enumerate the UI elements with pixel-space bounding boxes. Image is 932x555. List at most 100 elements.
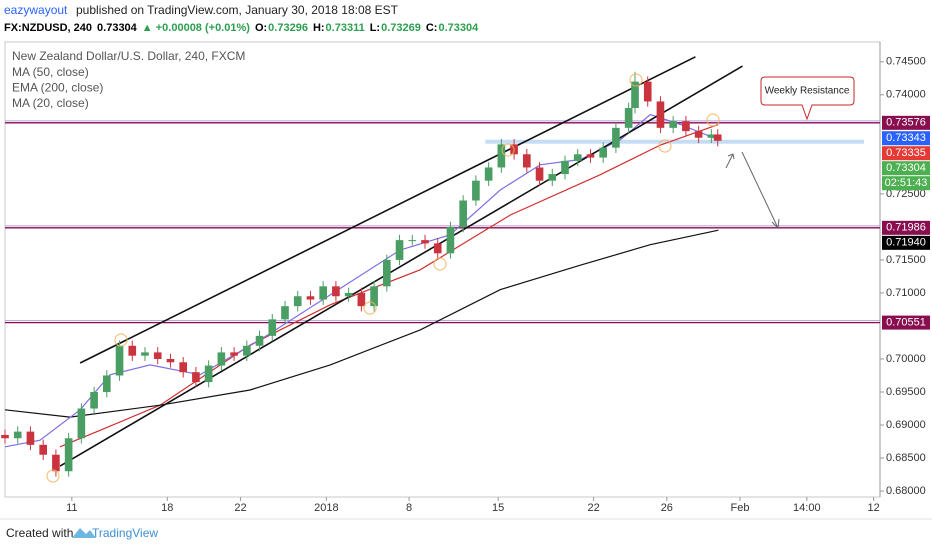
quote-part: 0.73304: [438, 22, 479, 34]
quote-part: FX:NZDUSD, 240: [4, 22, 92, 34]
countdown: 02:51:43: [885, 177, 928, 189]
candle-body: [115, 345, 124, 376]
candle-body: [268, 319, 277, 336]
x-tick-label: 26: [661, 502, 673, 514]
price-badge-label: 0.73576: [886, 117, 926, 129]
arrow-head: [727, 153, 735, 160]
x-tick-label: 11: [66, 502, 77, 514]
legend-entry: MA (20, close): [12, 96, 89, 110]
price-badge: [882, 115, 930, 130]
candle-body: [332, 286, 340, 297]
candle-body: [255, 335, 264, 346]
highlight: [658, 139, 672, 153]
quote-part: 0.73311: [326, 22, 365, 34]
callout-text: Weekly Resistance: [765, 86, 850, 97]
price-badge-label: 0.70551: [886, 317, 926, 329]
price-badge: [882, 220, 930, 235]
quote-part: H:: [313, 22, 325, 34]
candle-body: [153, 352, 162, 359]
trendline: [79, 56, 696, 364]
candle-body: [26, 431, 35, 445]
y-tick-label: 0.68000: [886, 485, 926, 497]
candle-body: [64, 438, 73, 472]
candle-body: [669, 121, 677, 128]
countdown-badge: [882, 176, 930, 191]
arrow: [741, 151, 779, 229]
projection-arrows: [725, 151, 780, 230]
footer-brand: TradingView: [92, 526, 158, 540]
x-tick-label: Feb: [731, 502, 750, 514]
candle-body: [52, 454, 60, 472]
x-tick-label: 15: [492, 502, 504, 514]
candle-body: [217, 352, 226, 366]
zone: [485, 139, 865, 144]
candle-body: [281, 306, 289, 320]
candle-body: [344, 292, 353, 297]
x-tick-label: 14:00: [793, 502, 821, 514]
price-badge-label: 0.73343: [886, 132, 926, 144]
candle-body: [535, 167, 544, 181]
candle-body: [421, 240, 429, 244]
candle-body: [682, 121, 690, 132]
candle-body: [192, 372, 200, 383]
candle-body: [179, 362, 187, 373]
y-tick-label: 0.69500: [886, 386, 926, 398]
candle-body: [103, 375, 111, 392]
candle-body: [204, 365, 213, 383]
y-tick-label: 0.70000: [886, 353, 926, 365]
candle-body: [408, 240, 417, 242]
chart-title: New Zealand Dollar/U.S. Dollar, 240, FXC…: [12, 49, 245, 63]
y-tick-label: 0.72500: [886, 188, 926, 200]
candle-body: [243, 345, 251, 356]
price-badge: [882, 235, 930, 250]
legend-entry: EMA (200, close): [12, 81, 103, 95]
highlights: [46, 73, 720, 483]
quote-part: 0.73304: [97, 22, 138, 34]
candle-body: [643, 81, 652, 102]
x-tick-label: 22: [234, 502, 246, 514]
candle-body: [497, 144, 506, 168]
quote-part: L:: [370, 22, 380, 34]
y-tick-label: 0.71500: [886, 254, 926, 266]
price-badge: [882, 161, 930, 176]
highlight: [629, 73, 643, 87]
moving-average: [4, 229, 719, 418]
candle-body: [306, 296, 315, 300]
candle-body: [77, 408, 86, 439]
y-tick-label: 0.74500: [886, 56, 926, 68]
candle-body: [1, 434, 9, 439]
price-badge: [882, 146, 930, 161]
candle-body: [694, 131, 703, 138]
quote-line: FX:NZDUSD, 240 0.73304 ▲ +0.00008 (+0.01%)…: [4, 22, 479, 34]
candle-body: [707, 134, 716, 138]
price-badge-label: 0.73335: [886, 147, 926, 159]
candle-body: [459, 200, 467, 227]
candle-body: [319, 286, 327, 300]
price-badge-label: 0.73304: [886, 162, 926, 174]
candle-body: [446, 226, 455, 254]
candle-body: [472, 180, 480, 201]
highlight: [501, 143, 515, 157]
highlight: [433, 257, 447, 271]
candle-body: [128, 345, 137, 356]
candle-body: [599, 147, 607, 158]
candle-body: [357, 292, 366, 307]
x-tick-label: 22: [588, 502, 600, 514]
candle-body: [166, 358, 175, 363]
candle-body: [230, 352, 238, 356]
y-tick-label: 0.68500: [886, 452, 926, 464]
candle-body: [141, 352, 149, 356]
highlight: [706, 113, 720, 127]
callout-box: [760, 76, 855, 121]
published: published on TradingView.com, January 30…: [76, 3, 399, 17]
highlight: [114, 333, 128, 347]
arrow: [725, 153, 734, 169]
quote-part: C:: [426, 22, 438, 34]
candle-body: [370, 286, 378, 307]
candle-body: [39, 444, 47, 455]
candle-body: [656, 101, 665, 128]
candle-body: [713, 134, 722, 141]
candle-body: [90, 392, 98, 409]
candle-body: [293, 296, 302, 307]
